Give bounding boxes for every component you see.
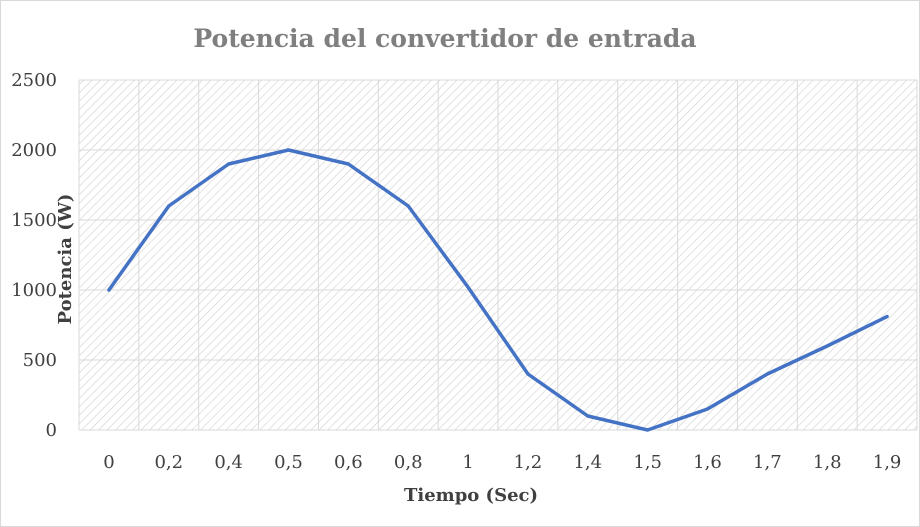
- data-point: [706, 407, 709, 411]
- x-tick-label: 1,6: [693, 452, 722, 473]
- x-tick-label: 0: [103, 452, 114, 473]
- y-tick-label: 2500: [11, 70, 57, 91]
- x-tick-label: 1,8: [813, 452, 842, 473]
- y-tick-label: 1000: [11, 280, 57, 301]
- data-point: [646, 428, 650, 432]
- x-tick-label: 0,5: [274, 452, 303, 473]
- data-point: [765, 372, 769, 376]
- x-tick-label: 0,4: [214, 452, 243, 473]
- data-point: [586, 414, 590, 418]
- data-point: [466, 285, 470, 289]
- x-tick-label: 0,2: [154, 452, 183, 473]
- data-point: [825, 344, 829, 348]
- y-axis-title: Potencia (W): [55, 194, 76, 325]
- x-axis-title: Tiempo (Sec): [404, 485, 538, 506]
- series-group: [107, 148, 889, 432]
- data-point: [227, 162, 231, 166]
- chart-title: Potencia del convertidor de entrada: [193, 24, 696, 53]
- y-tick-labels: 0 500 1000 1500 2000 2500: [11, 70, 57, 441]
- y-tick-label: 0: [46, 420, 57, 441]
- x-tick-label: 1,4: [573, 452, 602, 473]
- data-point: [885, 315, 889, 319]
- x-tick-label: 0,6: [334, 452, 363, 473]
- data-point: [287, 148, 290, 152]
- data-point: [346, 162, 350, 166]
- data-point: [526, 372, 530, 376]
- data-point: [406, 204, 410, 208]
- y-tick-label: 2000: [11, 140, 57, 161]
- data-point: [107, 288, 111, 292]
- y-tick-label: 1500: [11, 210, 57, 231]
- series-line: [107, 148, 889, 432]
- x-tick-label: 0,8: [394, 452, 423, 473]
- x-tick-label: 1,2: [514, 452, 543, 473]
- x-tick-label: 1: [462, 452, 473, 473]
- y-tick-label: 500: [23, 350, 57, 371]
- gridlines: [78, 79, 918, 431]
- data-point: [167, 204, 171, 208]
- x-tick-label: 1,5: [633, 452, 662, 473]
- x-tick-label: 1,9: [873, 452, 902, 473]
- x-tick-label: 1,7: [753, 452, 782, 473]
- x-tick-labels: 0 0,2 0,4 0,5 0,6 0,8 1 1,2 1,4 1,5 1,6 1,7 1,8 1,9: [103, 452, 901, 473]
